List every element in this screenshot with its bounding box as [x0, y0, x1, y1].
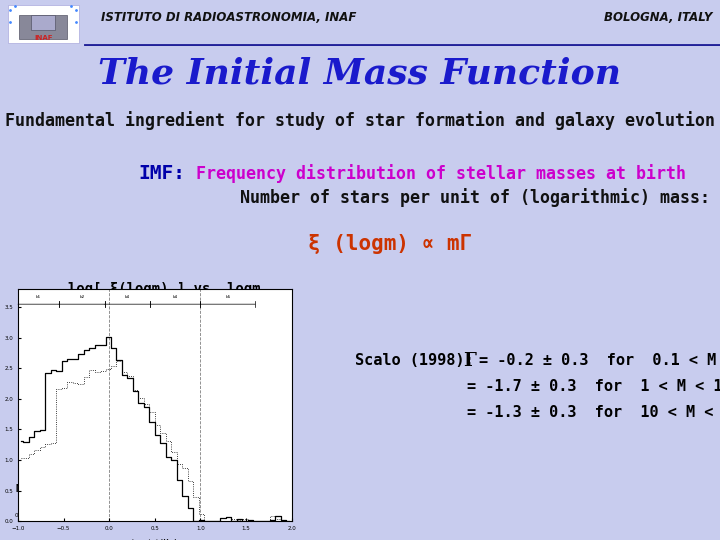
Text: ξ (logm) ∝ mΓ: ξ (logm) ∝ mΓ [308, 234, 472, 254]
Text: log[ ξ(logm) ] vs. logm: log[ ξ(logm) ] vs. logm [68, 282, 261, 296]
Bar [32, 15, 55, 30]
Text: ISTITUTO DI RADIOASTRONOMIA, INAF: ISTITUTO DI RADIOASTRONOMIA, INAF [101, 11, 356, 24]
Text: IMF:: IMF: [138, 164, 185, 184]
Text: b1: b1 [36, 295, 41, 299]
Text: Scalo (1998):: Scalo (1998): [355, 354, 474, 368]
Text: BOLOGNA, ITALY: BOLOGNA, ITALY [604, 11, 713, 24]
Text: = -1.7 ± 0.3  for  1 < M < 10 M: = -1.7 ± 0.3 for 1 < M < 10 M [467, 380, 720, 394]
Text: 10: 10 [190, 484, 204, 508]
Text: 0: 0 [14, 513, 18, 518]
Text: M = 0.1: M = 0.1 [17, 484, 63, 508]
Text: INAF: INAF [34, 36, 53, 42]
Text: Frequency distribution of stellar masses at birth: Frequency distribution of stellar masses… [196, 165, 686, 184]
Text: Fundamental ingredient for study of star formation and galaxy evolution: Fundamental ingredient for study of star… [5, 111, 715, 130]
Text: The Initial Mass Function: The Initial Mass Function [99, 57, 621, 91]
Text: 1: 1 [115, 484, 122, 508]
Text: b2: b2 [79, 295, 84, 299]
Text: Number of stars per unit of (logarithmic) mass:: Number of stars per unit of (logarithmic… [240, 188, 710, 207]
X-axis label: $\log_{10}(m)\ [M_\odot]$: $\log_{10}(m)\ [M_\odot]$ [132, 537, 178, 540]
Text: = -0.2 ± 0.3  for  0.1 < M < 1 M: = -0.2 ± 0.3 for 0.1 < M < 1 M [479, 354, 720, 368]
Text: b5: b5 [225, 295, 230, 299]
FancyBboxPatch shape [7, 5, 79, 43]
Bar [19, 15, 67, 38]
Text: b4: b4 [125, 295, 130, 299]
Text: b4: b4 [173, 295, 178, 299]
Text: Γ: Γ [463, 352, 476, 370]
Text: = -1.3 ± 0.3  for  10 < M < 100 M: = -1.3 ± 0.3 for 10 < M < 100 M [467, 406, 720, 421]
